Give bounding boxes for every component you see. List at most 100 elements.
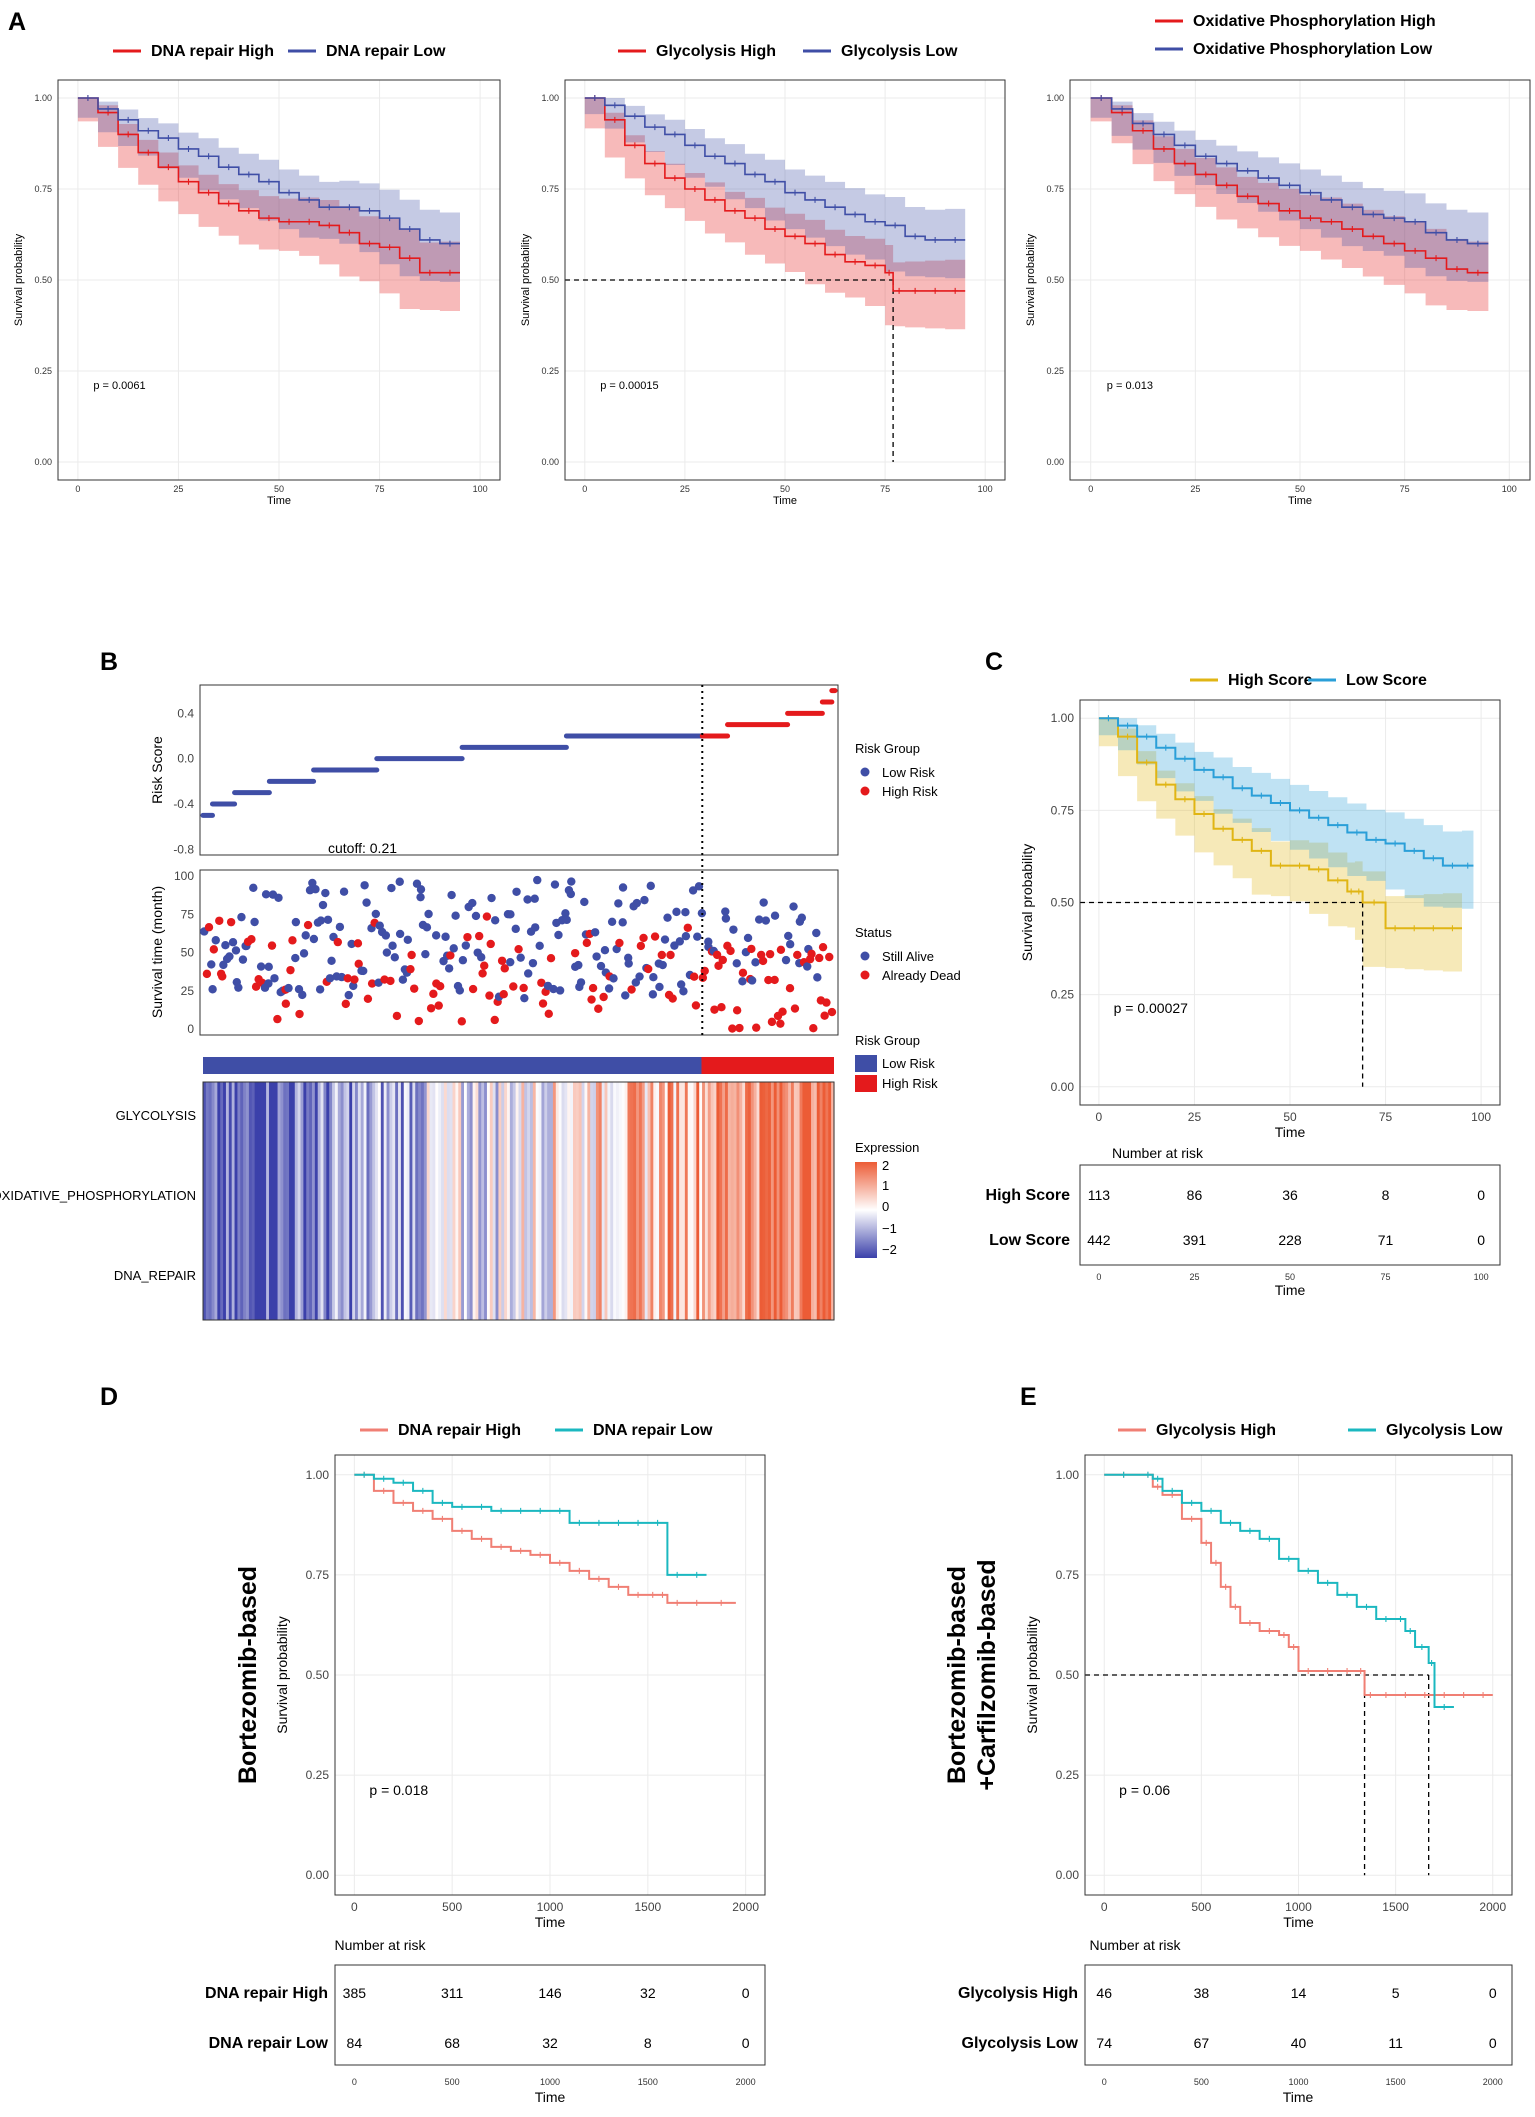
y-tick-label: 0.25 [541, 366, 559, 376]
heatmap-cell [750, 1082, 755, 1320]
point-dead [712, 950, 722, 960]
risk-value: 0 [1489, 2035, 1497, 2051]
x-tick-label: 1000 [1288, 2077, 1308, 2087]
heatmap-cell [590, 1082, 594, 1320]
heatmap-cell [610, 1082, 614, 1320]
survival-curve [584, 97, 966, 241]
x-axis-label: Time [267, 495, 291, 507]
heatmap-cell [607, 1082, 611, 1320]
km-plot-d: 0.00 0.25 0.50 0.75 1.00 0 500 1000 1500 2000 Time… [274, 1454, 766, 1930]
survival-curve [77, 97, 460, 274]
point-alive [679, 987, 688, 996]
point-alive [309, 934, 319, 944]
heatmap-cell [323, 1082, 327, 1320]
panel-label-e: E [1020, 1383, 1037, 1411]
x-axis-label: Time [1275, 1124, 1306, 1140]
p-value: p = 0.00015 [600, 380, 658, 392]
legend-label: Low Score [1346, 672, 1427, 689]
point-alive [237, 912, 246, 922]
point-alive [784, 931, 793, 941]
heatmap-cell [831, 1082, 835, 1320]
heatmap-cell [656, 1082, 660, 1320]
point-alive [576, 978, 586, 987]
heatmap-cell [572, 1082, 577, 1320]
point-dead [480, 961, 489, 970]
risk-bar-high [701, 1057, 834, 1074]
heatmap-cell [739, 1082, 743, 1320]
risk-row-label: High Score [986, 1187, 1071, 1204]
heatmap-cell [638, 1082, 643, 1320]
heatmap-cell [793, 1082, 798, 1320]
point-dead [710, 1005, 719, 1014]
legend-label: DNA repair High [151, 43, 274, 60]
heatmap-cell [280, 1082, 284, 1320]
confidence-band [77, 98, 460, 282]
heatmap-cell [395, 1082, 399, 1320]
point-dead [226, 917, 236, 927]
colorbar-label: 1 [882, 1178, 889, 1193]
point-dead [747, 944, 756, 954]
x-tick-label: 25 [1189, 1272, 1199, 1282]
heatmap-cell [515, 1082, 520, 1320]
heatmap-cell [532, 1082, 537, 1320]
heatmap-row-label: DNA_REPAIR [114, 1268, 196, 1283]
heatmap-cell [461, 1082, 465, 1320]
point-dead [809, 1024, 818, 1033]
heatmap-cell [504, 1082, 508, 1320]
heatmap-cell [822, 1082, 826, 1320]
point-alive [681, 907, 690, 917]
heatmap-cell [369, 1082, 373, 1320]
confidence-band [1098, 718, 1462, 972]
y-tick-label: 0.0 [177, 752, 194, 766]
point-alive [234, 983, 243, 992]
point-alive [339, 887, 349, 896]
x-tick-label: 25 [1188, 1110, 1202, 1124]
point-dead [793, 950, 802, 960]
point-dead [717, 1002, 726, 1012]
x-tick-label: 75 [1381, 1272, 1391, 1282]
point-alive [487, 893, 496, 903]
heatmap-cell [486, 1082, 491, 1320]
point-dead [350, 975, 359, 984]
y-axis-label: Survival probability [13, 233, 25, 326]
point-dead [822, 998, 831, 1007]
heatmap-cell [544, 1082, 548, 1320]
point-alive [535, 941, 544, 950]
heatmap-cell [294, 1082, 299, 1320]
heatmap-cell [779, 1082, 783, 1320]
heatmap-cell [759, 1082, 763, 1320]
y-tick-label: 25 [181, 984, 195, 998]
x-tick-label: 0 [352, 2077, 357, 2087]
p-value: p = 0.00027 [1114, 1000, 1189, 1016]
point-alive [261, 890, 271, 899]
point-alive [284, 983, 293, 993]
point-alive [761, 916, 771, 925]
heatmap-cell [558, 1082, 563, 1320]
heatmap-cell [550, 1082, 554, 1320]
point-alive [506, 910, 515, 919]
heatmap-cell [747, 1082, 752, 1320]
heatmap-cell [716, 1082, 720, 1320]
point-dead [295, 1009, 304, 1019]
heatmap-cell [478, 1082, 482, 1320]
legend-label: DNA repair Low [326, 43, 446, 60]
point-dead [247, 935, 256, 944]
confidence-band [1090, 98, 1489, 282]
point-dead [546, 954, 556, 963]
y-tick-label: 100 [174, 869, 194, 883]
point-alive [580, 897, 589, 907]
risk-value: 74 [1096, 2035, 1112, 2051]
heatmap-cell [300, 1082, 304, 1320]
confidence-band [1098, 718, 1474, 909]
heatmap-cell [458, 1082, 462, 1320]
x-tick-label: 100 [1471, 1110, 1491, 1124]
point-dead [367, 979, 377, 988]
x-tick-label: 0 [1101, 1900, 1108, 1914]
point-alive [238, 955, 248, 964]
legend: Glycolysis High Glycolysis Low [618, 43, 958, 60]
point-dead [392, 1011, 402, 1021]
point-dead [406, 964, 415, 974]
x-tick-label: 1000 [537, 1900, 564, 1914]
x-tick-label: 100 [1474, 1272, 1489, 1282]
heatmap-cell [223, 1082, 227, 1320]
